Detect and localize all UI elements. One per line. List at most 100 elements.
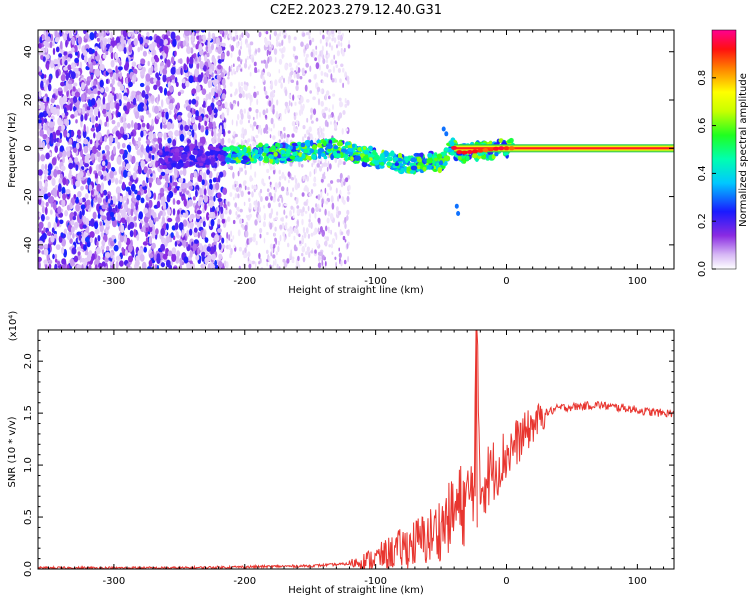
noise-speckle bbox=[51, 227, 55, 234]
noise-speckle bbox=[320, 178, 324, 183]
signal-blob bbox=[316, 142, 323, 148]
signal-blob bbox=[363, 146, 367, 150]
noise-speckle bbox=[148, 131, 153, 138]
noise-speckle bbox=[38, 104, 41, 110]
noise-speckle bbox=[177, 209, 180, 215]
noise-speckle bbox=[162, 74, 167, 83]
noise-speckle bbox=[182, 40, 187, 47]
noise-speckle bbox=[56, 108, 60, 117]
noise-speckle bbox=[270, 117, 274, 125]
noise-speckle bbox=[131, 94, 135, 100]
noise-speckle bbox=[341, 49, 344, 57]
noise-speckle bbox=[51, 131, 57, 140]
noise-speckle bbox=[38, 256, 42, 262]
noise-speckle bbox=[38, 180, 43, 190]
noise-speckle bbox=[263, 212, 266, 220]
signal-blob bbox=[390, 150, 395, 157]
noise-speckle bbox=[132, 77, 135, 82]
noise-speckle bbox=[54, 233, 57, 239]
noise-speckle bbox=[334, 60, 338, 65]
noise-speckle bbox=[271, 97, 274, 105]
noise-speckle bbox=[244, 31, 249, 37]
noise-speckle bbox=[182, 219, 188, 227]
noise-speckle bbox=[259, 233, 262, 239]
noise-speckle bbox=[193, 227, 198, 233]
noise-speckle bbox=[229, 44, 232, 48]
noise-speckle bbox=[196, 210, 202, 215]
noise-speckle bbox=[45, 152, 50, 160]
noise-speckle bbox=[189, 213, 195, 220]
noise-speckle bbox=[153, 137, 158, 142]
noise-speckle bbox=[115, 130, 120, 137]
noise-speckle bbox=[94, 172, 98, 179]
signal-blob bbox=[494, 151, 499, 157]
noise-speckle bbox=[321, 162, 324, 168]
noise-speckle bbox=[317, 262, 322, 269]
noise-speckle bbox=[240, 68, 243, 72]
noise-speckle bbox=[276, 211, 279, 216]
noise-speckle bbox=[340, 259, 343, 267]
noise-speckle bbox=[133, 38, 138, 47]
noise-speckle bbox=[75, 142, 80, 150]
noise-speckle bbox=[44, 83, 48, 92]
noise-speckle bbox=[318, 208, 322, 212]
signal-blob bbox=[363, 156, 370, 163]
signal-blob bbox=[461, 150, 468, 155]
noise-speckle bbox=[198, 34, 202, 43]
noise-speckle bbox=[300, 212, 304, 217]
noise-speckle bbox=[249, 41, 254, 46]
noise-speckle bbox=[73, 211, 77, 217]
noise-speckle bbox=[268, 212, 272, 219]
spectrogram-frame bbox=[37, 29, 675, 270]
noise-speckle bbox=[174, 241, 178, 247]
noise-speckle bbox=[41, 205, 45, 214]
noise-speckle bbox=[186, 139, 192, 144]
noise-speckle bbox=[288, 231, 291, 238]
noise-speckle bbox=[48, 259, 53, 265]
noise-speckle bbox=[145, 145, 150, 153]
noise-speckle bbox=[332, 65, 335, 74]
noise-speckle bbox=[189, 228, 193, 236]
noise-speckle bbox=[80, 185, 84, 191]
noise-speckle bbox=[88, 57, 91, 65]
noise-speckle bbox=[106, 214, 112, 221]
noise-speckle bbox=[262, 182, 266, 187]
noise-speckle bbox=[288, 38, 291, 44]
noise-speckle bbox=[61, 199, 66, 208]
noise-speckle bbox=[46, 96, 50, 102]
snr-xtick-label: 0 bbox=[503, 576, 509, 587]
noise-speckle bbox=[324, 106, 328, 111]
noise-speckle bbox=[156, 255, 161, 264]
noise-speckle bbox=[166, 121, 172, 130]
noise-speckle bbox=[318, 59, 321, 63]
noise-speckle bbox=[115, 102, 120, 111]
noise-speckle bbox=[118, 179, 123, 185]
spectrogram-xtick-label: -200 bbox=[233, 276, 256, 287]
noise-speckle bbox=[283, 132, 286, 139]
noise-speckle bbox=[287, 242, 290, 248]
noise-speckle bbox=[123, 47, 127, 54]
noise-speckle bbox=[209, 183, 213, 191]
noise-speckle bbox=[92, 60, 97, 66]
noise-speckle bbox=[266, 168, 270, 174]
signal-blob bbox=[350, 156, 354, 161]
noise-speckle bbox=[65, 146, 71, 152]
noise-speckle bbox=[197, 200, 202, 207]
noise-speckle bbox=[146, 31, 150, 37]
signal-blob bbox=[351, 143, 356, 148]
noise-speckle bbox=[298, 109, 302, 116]
noise-speckle bbox=[167, 130, 173, 137]
noise-speckle bbox=[117, 58, 121, 64]
noise-speckle bbox=[283, 236, 286, 242]
noise-speckle bbox=[268, 127, 270, 132]
signal-blob bbox=[419, 152, 424, 157]
spectrogram-ytick-label: 40 bbox=[23, 45, 34, 58]
noise-speckle bbox=[278, 42, 282, 47]
signal-blob bbox=[393, 156, 399, 162]
signal-blob bbox=[267, 154, 274, 159]
noise-speckle bbox=[335, 233, 338, 241]
signal-blob bbox=[292, 145, 296, 152]
noise-speckle bbox=[304, 84, 308, 92]
noise-speckle bbox=[320, 191, 323, 198]
noise-speckle bbox=[121, 142, 126, 149]
